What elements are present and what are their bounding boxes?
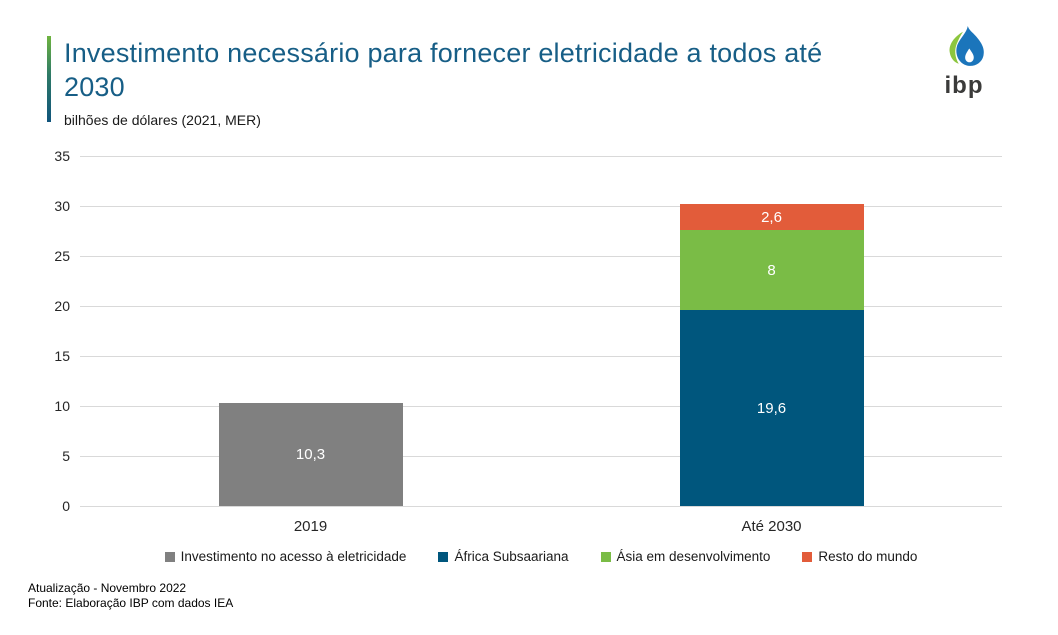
legend-swatch [438,551,449,562]
gridline [80,506,1002,507]
gridline [80,306,1002,307]
gridline [80,256,1002,257]
legend-item: Investimento no acesso à eletricidade [164,549,407,564]
legend-item: Resto do mundo [802,549,917,564]
plot-area: 0 5 10 15 20 25 30 35 10,3 2019 19,6 8 2,6 Até 2030 [54,148,1002,535]
chart-legend: Investimento no acesso à eletricidade Áfr… [80,549,1002,564]
footer-update-line: Atualização - Novembro 2022 [28,581,187,595]
legend-label: Investimento no acesso à eletricidade [180,549,407,564]
footer-source-line: Fonte: Elaboração IBP com dados IEA [28,596,234,610]
page-title: Investimento necessário para fornecer el… [64,36,944,104]
y-axis-tick-label: 25 [54,248,70,264]
chart-unit-label: bilhões de dólares (2021, MER) [64,112,261,128]
ibp-logo: ibp [930,26,998,100]
page-title-line2: 2030 [64,72,125,102]
bar-segment: 2,6 [679,204,864,230]
legend-swatch [802,551,813,562]
gridline [80,356,1002,357]
bar-segment: 8 [679,230,864,310]
bar-value-label: 10,3 [295,446,326,463]
y-axis-tick-label: 20 [54,298,70,314]
bar-value-label: 19,6 [756,399,787,417]
bar-value-label: 2,6 [761,208,782,226]
bar-segment: 19,6 [679,310,864,506]
y-axis-tick-label: 10 [54,398,70,414]
y-axis-tick-label: 30 [54,198,70,214]
bar-segment: 10,3 [218,403,403,506]
x-axis-category-label: Até 2030 [741,518,802,535]
y-axis-tick-label: 5 [62,448,70,464]
title-accent-bar [47,36,51,122]
gridline [80,406,1002,407]
legend-swatch [164,551,175,562]
y-axis-tick-label: 0 [62,498,70,514]
legend-label: África Subsaariana [454,549,569,564]
legend-item: África Subsaariana [438,549,569,564]
x-axis-category-label: 2019 [293,518,328,535]
legend-item: Ásia em desenvolvimento [600,549,771,564]
gridline [80,456,1002,457]
legend-label: Resto do mundo [818,549,918,564]
ibp-logo-text: ibp [944,72,984,99]
gridline [80,206,1002,207]
y-axis-tick-label: 15 [54,348,70,364]
page-title-line1: Investimento necessário para fornecer el… [64,38,823,68]
y-axis-tick-label: 35 [54,148,70,164]
legend-swatch [600,551,611,562]
legend-label: Ásia em desenvolvimento [616,549,771,564]
gridline [80,156,1002,157]
bar-value-label: 8 [767,261,776,279]
ibp-flame-icon [949,26,984,66]
footer: Atualização - Novembro 2022 Fonte: Elabo… [28,581,233,611]
